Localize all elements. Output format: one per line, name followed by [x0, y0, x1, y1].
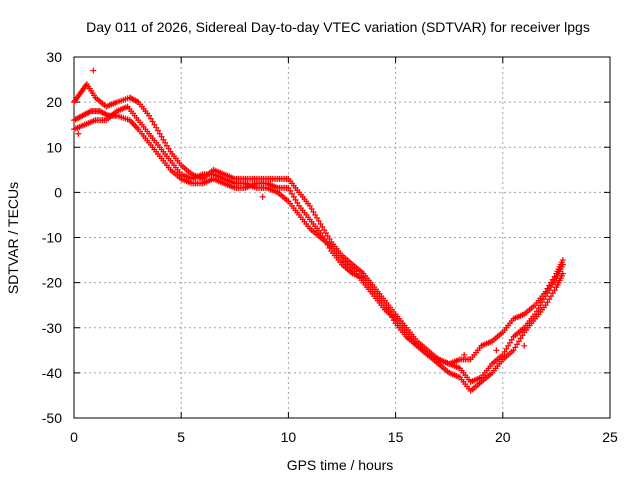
data-points: [71, 67, 566, 394]
data-point: [531, 311, 538, 318]
y-tick-label: -40: [42, 365, 62, 381]
data-point: [290, 193, 297, 200]
outlier-point: [90, 67, 97, 74]
chart-title: Day 011 of 2026, Sidereal Day-to-day VTE…: [86, 19, 590, 35]
data-point: [499, 351, 506, 358]
data-point: [542, 293, 549, 300]
data-point: [306, 202, 313, 209]
data-point: [151, 121, 158, 128]
data-point: [158, 133, 165, 140]
data-point: [317, 220, 324, 227]
y-tick-label: 0: [54, 184, 62, 200]
data-point: [510, 347, 517, 354]
data-point: [505, 342, 512, 349]
data-point: [147, 115, 154, 122]
data-point: [546, 296, 553, 303]
data-point: [515, 338, 522, 345]
data-point: [154, 127, 161, 134]
data-point: [321, 226, 328, 233]
data-point: [537, 302, 544, 309]
data-point: [544, 299, 551, 306]
data-point: [308, 205, 315, 212]
data-point: [156, 130, 163, 137]
data-point: [326, 236, 333, 243]
data-point: [542, 302, 549, 309]
data-point: [517, 335, 524, 342]
data-point: [310, 208, 317, 215]
data-point: [312, 211, 319, 218]
y-tick-label: 10: [46, 139, 62, 155]
outlier-point: [461, 351, 468, 358]
outlier-point: [493, 347, 500, 354]
data-point: [540, 296, 547, 303]
data-point: [292, 196, 299, 203]
data-point: [288, 190, 295, 197]
data-point: [160, 136, 167, 143]
x-tick-label: 25: [602, 429, 618, 445]
data-point: [506, 339, 513, 346]
data-point: [535, 305, 542, 312]
outlier-point: [75, 130, 82, 137]
y-tick-label: -20: [42, 275, 62, 291]
y-tick-labels: 30 20 10 0 -10 -20 -30 -40 -50: [42, 49, 62, 426]
data-point: [508, 336, 515, 343]
y-tick-label: -10: [42, 230, 62, 246]
x-tick-label: 10: [281, 429, 297, 445]
data-point: [324, 232, 331, 239]
y-tick-label: -50: [42, 410, 62, 426]
data-point: [551, 287, 558, 294]
data-point: [539, 299, 546, 306]
x-axis-label: GPS time / hours: [287, 457, 394, 473]
data-point: [533, 308, 540, 315]
data-point: [514, 341, 521, 348]
data-point: [319, 223, 326, 230]
data-point: [512, 344, 519, 351]
data-point: [548, 284, 555, 291]
x-tick-label: 15: [388, 429, 404, 445]
axis-ticks: [73, 56, 611, 419]
data-point: [549, 290, 556, 297]
x-tick-labels: 0 5 10 15 20 25: [70, 429, 618, 445]
y-axis-label: SDTVAR / TECUs: [5, 182, 21, 294]
data-point: [503, 345, 510, 352]
data-point: [322, 229, 329, 236]
y-tick-label: -30: [42, 320, 62, 336]
data-point: [285, 184, 292, 191]
data-point: [165, 145, 172, 152]
outlier-point: [259, 193, 266, 200]
data-point: [287, 187, 294, 194]
x-tick-label: 0: [70, 429, 78, 445]
data-point: [548, 293, 555, 300]
x-tick-label: 20: [495, 429, 511, 445]
data-point: [546, 287, 553, 294]
data-point: [294, 199, 301, 206]
data-point: [501, 348, 508, 355]
x-tick-label: 5: [177, 429, 185, 445]
data-point: [559, 261, 566, 268]
grid-lines: [74, 57, 610, 418]
data-point: [313, 214, 320, 221]
data-point: [149, 118, 156, 125]
data-point: [551, 278, 558, 285]
data-point: [146, 112, 153, 119]
y-tick-label: 20: [46, 94, 62, 110]
data-point: [153, 124, 160, 131]
data-point: [549, 281, 556, 288]
data-point: [162, 139, 169, 146]
data-point: [519, 332, 526, 339]
data-point: [315, 217, 322, 224]
y-tick-label: 30: [46, 49, 62, 65]
data-point: [163, 142, 170, 149]
outlier-point: [521, 342, 528, 349]
data-point: [544, 290, 551, 297]
